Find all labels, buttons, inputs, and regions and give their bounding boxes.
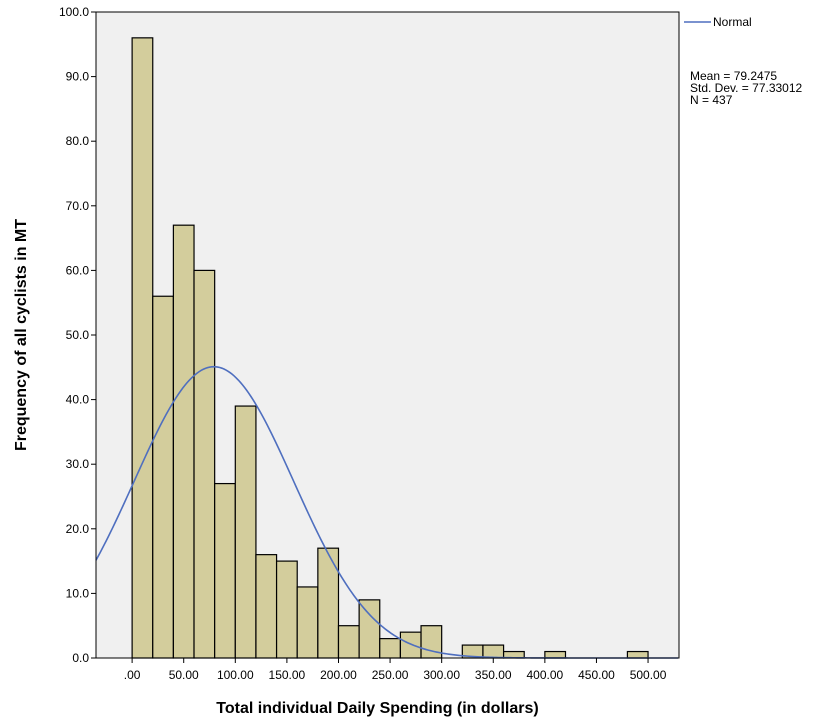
histogram-bar: [482, 644, 505, 659]
histogram-bar: [358, 599, 381, 659]
x-axis: .00 50.00 100.00 150.00 200.00 250.00 300.00 35…: [124, 658, 667, 682]
x-tick-label: 50.00: [169, 668, 199, 682]
stat-std-dev: Std. Dev. = 77.33012: [690, 81, 803, 95]
x-tick-label: 300.00: [423, 668, 460, 682]
histogram-bar: [626, 650, 649, 659]
y-axis-title: Frequency of all cyclists in MT: [13, 219, 30, 451]
y-tick-label: 30.0: [66, 457, 90, 471]
stat-mean: Mean = 79.2475: [690, 69, 777, 83]
y-tick-label: 0.0: [72, 651, 89, 665]
x-tick-label: 100.00: [217, 668, 254, 682]
histogram-bar: [379, 638, 401, 659]
histogram-bar: [234, 405, 257, 659]
x-tick-label: 200.00: [320, 668, 357, 682]
histogram-bar: [214, 482, 236, 659]
histogram-bar: [296, 586, 319, 659]
y-tick-label: 60.0: [66, 263, 90, 277]
x-tick-label: 350.00: [475, 668, 512, 682]
y-tick-label: 10.0: [66, 586, 90, 600]
x-tick-label: .00: [124, 668, 141, 682]
stats-box: Mean = 79.2475 Std. Dev. = 77.33012 N = …: [690, 69, 803, 107]
y-tick-label: 80.0: [66, 134, 90, 148]
legend-label-normal: Normal: [713, 15, 752, 29]
histogram-bar: [255, 554, 278, 659]
y-tick-label: 100.0: [59, 5, 89, 19]
x-tick-label: 400.00: [527, 668, 564, 682]
histogram-bar: [399, 631, 422, 659]
histogram-bar: [317, 547, 340, 659]
histogram-bar: [131, 37, 154, 659]
y-tick-label: 50.0: [66, 328, 90, 342]
histogram-bar: [172, 224, 195, 659]
y-tick-label: 70.0: [66, 199, 90, 213]
y-tick-label: 20.0: [66, 522, 90, 536]
x-tick-label: 450.00: [578, 668, 615, 682]
histogram-bar: [275, 560, 298, 659]
y-tick-label: 40.0: [66, 393, 90, 407]
y-axis: 0.0 10.0 20.0 30.0 40.0 50.0 60.0 70.0 80.0 90.0 1…: [59, 5, 96, 665]
y-tick-label: 90.0: [66, 70, 90, 84]
histogram-bar: [337, 625, 360, 659]
x-tick-label: 150.00: [269, 668, 306, 682]
legend: Normal: [684, 15, 752, 29]
x-axis-title: Total individual Daily Spending (in doll…: [216, 700, 538, 717]
stat-n: N = 437: [690, 93, 733, 107]
histogram-bar: [544, 650, 567, 659]
x-tick-label: 500.00: [630, 668, 667, 682]
x-tick-label: 250.00: [372, 668, 409, 682]
histogram-bar: [152, 295, 174, 659]
histogram-bar: [193, 269, 216, 659]
